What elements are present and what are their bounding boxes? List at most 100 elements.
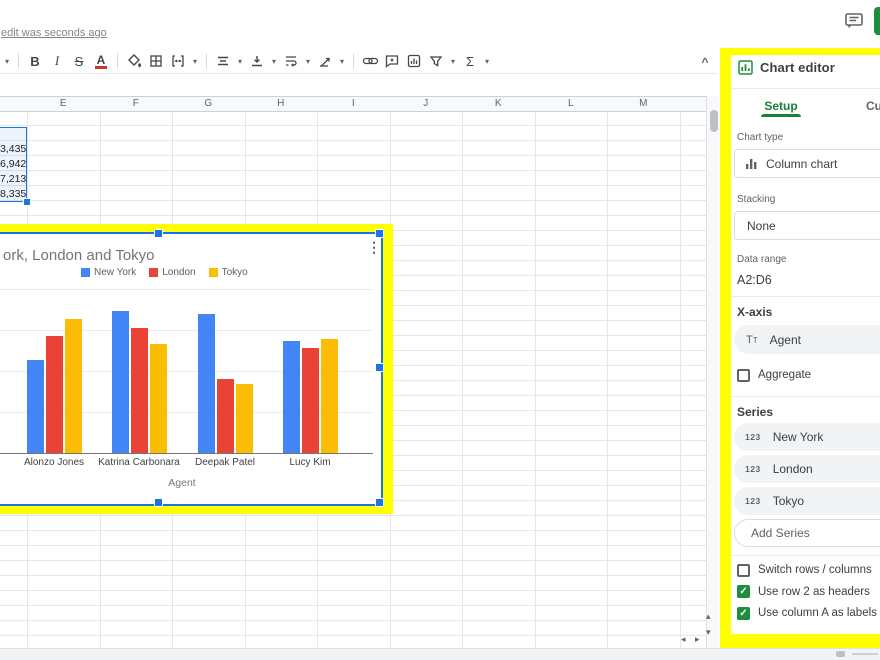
number-type-icon: 123: [745, 432, 761, 442]
filter-dropdown-icon[interactable]: ▾: [450, 56, 455, 66]
series-field-label: New York: [772, 430, 824, 444]
functions-icon[interactable]: Σ: [465, 53, 475, 69]
share-button-edge[interactable]: [874, 7, 880, 35]
series-heading: Series: [737, 405, 774, 419]
vertical-scrollbar-thumb[interactable]: [710, 110, 718, 132]
legend-item[interactable]: New York: [81, 267, 136, 278]
create-filter-icon[interactable]: [426, 50, 446, 72]
tab-customize[interactable]: Cu: [866, 99, 880, 113]
column-header-E[interactable]: E: [59, 98, 67, 109]
option-row[interactable]: ✓ Use column A as labels: [737, 605, 877, 621]
cell-value[interactable]: 3,435: [0, 143, 27, 155]
chart-resize-handle[interactable]: [154, 229, 163, 238]
column-header-J[interactable]: J: [423, 98, 429, 109]
merge-dropdown-icon[interactable]: ▾: [192, 56, 197, 66]
vertical-scrollbar[interactable]: [706, 96, 719, 648]
bar-london[interactable]: [46, 336, 63, 453]
chart-resize-handle[interactable]: [375, 498, 384, 507]
scroll-down-icon[interactable]: ▾: [706, 627, 711, 637]
toolbar-divider: [18, 53, 19, 69]
borders-icon[interactable]: [146, 50, 166, 72]
column-header-L[interactable]: L: [567, 98, 574, 109]
last-edit-link[interactable]: edit was seconds ago: [1, 27, 107, 39]
stacking-select[interactable]: None: [734, 211, 880, 240]
option-row[interactable]: Switch rows / columns: [737, 562, 872, 578]
bar-tokyo[interactable]: [236, 384, 253, 453]
column-header-I[interactable]: I: [351, 98, 355, 109]
cell-value[interactable]: 7,213: [0, 173, 27, 185]
bar-new-york[interactable]: [283, 341, 300, 453]
chart-type-select[interactable]: Column chart: [734, 149, 880, 178]
text-wrap-icon[interactable]: [281, 50, 301, 72]
chart-resize-handle[interactable]: [375, 363, 384, 372]
comment-history-icon[interactable]: [843, 10, 865, 37]
scroll-right-icon[interactable]: ▸: [695, 634, 700, 644]
aggregate-checkbox[interactable]: [737, 368, 750, 382]
tab-setup[interactable]: Setup: [764, 99, 798, 113]
aggregate-row[interactable]: Aggregate: [737, 367, 811, 383]
merge-cells-icon[interactable]: [168, 50, 188, 72]
horizontal-align-icon[interactable]: [213, 50, 233, 72]
bar-new-york[interactable]: [198, 314, 215, 453]
option-checkbox[interactable]: [737, 563, 750, 577]
cell-selection: [0, 127, 27, 202]
embedded-column-chart[interactable]: ork, London and Tokyo ⋮ New York London To…: [0, 232, 383, 506]
bar-new-york[interactable]: [27, 360, 44, 453]
chart-highlight-border: ork, London and Tokyo ⋮ New York London To…: [0, 224, 393, 514]
cell-value[interactable]: 6,942: [0, 158, 27, 170]
column-header-M[interactable]: M: [639, 98, 648, 109]
bar-london[interactable]: [217, 379, 234, 453]
chart-resize-handle[interactable]: [375, 229, 384, 238]
bar-tokyo[interactable]: [65, 319, 82, 453]
option-row[interactable]: ✓ Use row 2 as headers: [737, 584, 870, 600]
vertical-align-icon[interactable]: [247, 50, 267, 72]
chart-editor-icon: [738, 60, 753, 80]
data-range-value[interactable]: A2:D6: [737, 273, 772, 287]
data-range-label: Data range: [737, 254, 787, 265]
text-color-icon[interactable]: A: [94, 52, 108, 69]
column-header-F[interactable]: F: [132, 98, 139, 109]
option-checkbox[interactable]: ✓: [737, 585, 750, 598]
legend-item[interactable]: London: [149, 267, 196, 278]
vertical-align-dropdown-icon[interactable]: ▾: [271, 56, 276, 66]
functions-dropdown-icon[interactable]: ▾: [484, 56, 489, 66]
text-wrap-dropdown-icon[interactable]: ▾: [305, 56, 310, 66]
selection-fill-handle[interactable]: [23, 198, 31, 206]
option-checkbox[interactable]: ✓: [737, 606, 750, 620]
legend-label: London: [162, 267, 196, 278]
column-header-K[interactable]: K: [494, 98, 502, 109]
text-rotation-dropdown-icon[interactable]: ▾: [339, 56, 344, 66]
italic-icon[interactable]: I: [54, 53, 60, 68]
bar-london[interactable]: [131, 328, 148, 453]
bar-london[interactable]: [302, 348, 319, 453]
collapse-toolbar-icon[interactable]: ^: [701, 55, 709, 69]
bold-icon[interactable]: B: [30, 53, 40, 69]
column-header-G[interactable]: G: [204, 98, 213, 109]
series-field-tokyo[interactable]: 123 Tokyo: [734, 487, 880, 515]
x-axis-field[interactable]: TT Agent: [734, 325, 880, 354]
insert-link-icon[interactable]: [360, 50, 380, 72]
insert-chart-icon[interactable]: [404, 50, 424, 72]
text-rotation-icon[interactable]: [315, 50, 335, 72]
series-field-london[interactable]: 123 London: [734, 455, 880, 483]
font-size-dropdown-icon[interactable]: ▾: [4, 56, 9, 66]
strikethrough-icon[interactable]: S: [74, 53, 84, 69]
fill-color-icon[interactable]: [124, 50, 144, 72]
scroll-left-icon[interactable]: ◂: [681, 634, 686, 644]
x-axis-label: Alonzo Jones: [23, 457, 85, 468]
chart-menu-icon[interactable]: ⋮: [367, 239, 381, 255]
scroll-up-icon[interactable]: ▴: [706, 611, 711, 621]
tab-setup-underline: [761, 114, 801, 117]
bar-tokyo[interactable]: [150, 344, 167, 453]
bar-tokyo[interactable]: [321, 339, 338, 453]
series-field-new-york[interactable]: 123 New York: [734, 423, 880, 451]
horizontal-align-dropdown-icon[interactable]: ▾: [237, 56, 242, 66]
bar-new-york[interactable]: [112, 311, 129, 453]
column-header-H[interactable]: H: [277, 98, 285, 109]
stacking-value: None: [747, 218, 776, 233]
chart-resize-handle[interactable]: [154, 498, 163, 507]
legend-item[interactable]: Tokyo: [208, 267, 248, 278]
insert-comment-icon[interactable]: [382, 50, 402, 72]
cell-value[interactable]: 8,335: [0, 188, 27, 200]
add-series-button[interactable]: Add Series: [734, 519, 880, 547]
